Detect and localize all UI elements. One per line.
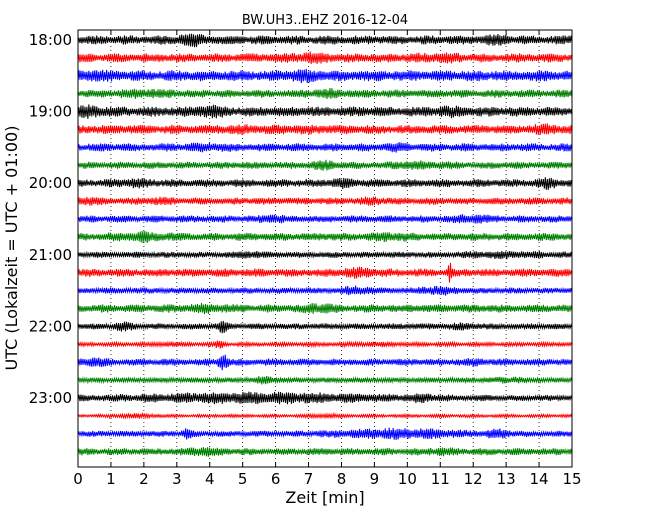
seismic-trace bbox=[77, 302, 573, 315]
seismic-trace bbox=[77, 231, 573, 244]
x-tick-label: 12 bbox=[464, 470, 483, 488]
x-tick-label: 5 bbox=[238, 470, 248, 488]
plot-frame bbox=[77, 29, 573, 468]
y-tick-label: 21:00 bbox=[29, 246, 72, 264]
x-tick-label: 4 bbox=[205, 470, 215, 488]
y-tick-label: 19:00 bbox=[29, 103, 72, 121]
seismic-trace bbox=[77, 375, 573, 385]
x-tick-label: 0 bbox=[73, 470, 83, 488]
seismic-trace bbox=[77, 88, 573, 100]
seismic-trace bbox=[77, 340, 573, 349]
seismic-trace bbox=[77, 177, 573, 190]
x-tick-label: 11 bbox=[431, 470, 450, 488]
x-tick-label: 10 bbox=[398, 470, 417, 488]
x-tick-label: 14 bbox=[530, 470, 549, 488]
x-tick-label: 8 bbox=[337, 470, 347, 488]
x-tick-label: 9 bbox=[370, 470, 380, 488]
seismic-trace bbox=[77, 159, 573, 171]
seismic-trace bbox=[77, 427, 573, 440]
seismic-trace bbox=[77, 123, 573, 135]
tick-group: 0 1 2 3 4 5 6 7 8 9 10 11 12 13 14 1518:0019:0020:0021:… bbox=[29, 30, 582, 488]
seismic-trace bbox=[77, 320, 573, 334]
seismic-trace bbox=[77, 411, 573, 420]
seismic-trace bbox=[77, 354, 573, 371]
x-tick-label: 13 bbox=[497, 470, 516, 488]
y-axis-label: UTC (Lokalzeit = UTC + 01:00) bbox=[2, 126, 21, 371]
seismic-trace bbox=[77, 104, 573, 119]
seismic-trace bbox=[77, 51, 573, 65]
seismic-trace bbox=[77, 214, 573, 224]
trace-group bbox=[77, 33, 573, 457]
chart-title: BW.UH3..EHZ 2016-12-04 bbox=[242, 13, 408, 28]
seismic-trace bbox=[77, 391, 573, 405]
x-tick-label: 7 bbox=[304, 470, 314, 488]
y-tick-label: 18:00 bbox=[29, 31, 72, 49]
seismic-trace bbox=[77, 196, 573, 206]
x-tick-label: 6 bbox=[271, 470, 281, 488]
x-tick-label: 1 bbox=[106, 470, 116, 488]
seismic-trace bbox=[77, 262, 573, 283]
y-tick-label: 22:00 bbox=[29, 317, 72, 335]
x-tick-label: 2 bbox=[139, 470, 149, 488]
y-tick-label: 23:00 bbox=[29, 389, 72, 407]
seismic-trace bbox=[77, 250, 573, 260]
seismic-trace bbox=[77, 142, 573, 153]
x-tick-label: 3 bbox=[172, 470, 182, 488]
seismic-trace bbox=[77, 33, 573, 48]
x-axis-label: Zeit [min] bbox=[285, 488, 364, 507]
x-tick-label: 15 bbox=[562, 470, 581, 488]
seismic-trace bbox=[77, 68, 573, 84]
seismic-trace bbox=[77, 285, 573, 296]
y-tick-label: 20:00 bbox=[29, 174, 72, 192]
seismic-trace bbox=[77, 447, 573, 457]
